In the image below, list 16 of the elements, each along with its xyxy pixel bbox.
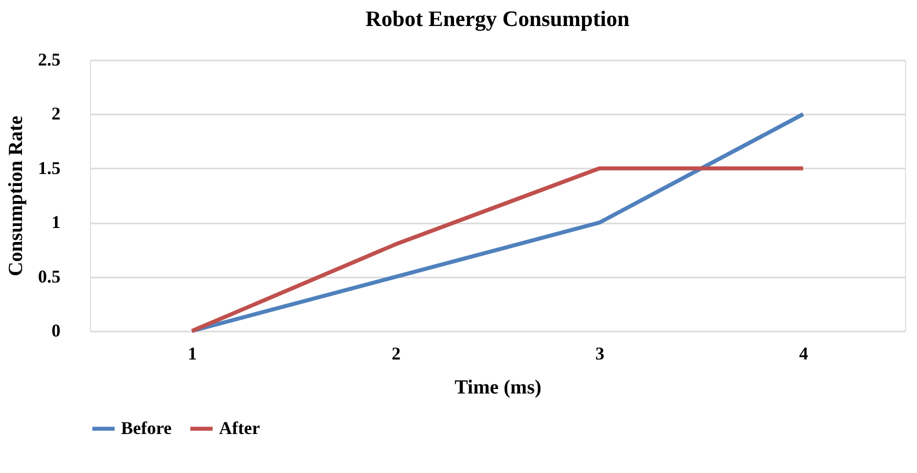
y-tick-label: 1.5 <box>38 158 60 178</box>
x-tick-label: 4 <box>799 344 808 364</box>
x-axis-title: Time (ms) <box>454 376 542 398</box>
x-tick-label: 3 <box>595 344 604 364</box>
y-tick-label: 2 <box>52 104 60 124</box>
y-tick-label: 0 <box>52 320 60 340</box>
x-tick-label: 1 <box>188 344 197 364</box>
y-axis-title: Consumption Rate <box>5 116 27 276</box>
legend-label: Before <box>121 418 172 438</box>
x-tick-label: 2 <box>392 344 401 364</box>
y-tick-label: 1 <box>52 212 60 232</box>
y-tick-label: 0.5 <box>38 266 60 286</box>
y-tick-label: 2.5 <box>38 50 60 70</box>
chart-title: Robot Energy Consumption <box>365 6 630 31</box>
legend-label: After <box>219 418 260 438</box>
line-series <box>190 112 806 333</box>
